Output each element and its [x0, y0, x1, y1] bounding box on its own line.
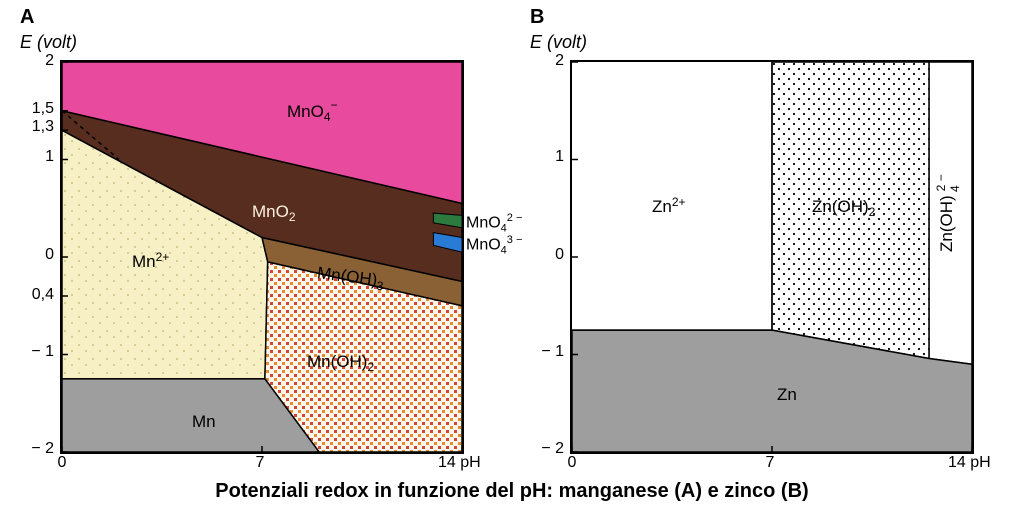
x-axis-unit-b: pH: [970, 454, 990, 471]
plot-a-svg: MnO4− MnO2 Mn(OH)3 Mn2+ Mn(OH)2 Mn: [62, 62, 462, 452]
panel-b-yaxis-title: E (volt): [530, 32, 587, 53]
panel-b-label: B: [530, 6, 544, 29]
xtick-a-7: 7: [252, 454, 268, 472]
label-mnoh2: Mn(OH)2: [307, 352, 374, 374]
ytick-a-1.3: 1,3: [18, 118, 54, 136]
axis-title-text: E (volt): [20, 32, 77, 52]
panel-a-label: A: [20, 6, 34, 29]
label-mn: Mn: [192, 412, 216, 431]
ytick-b-1: 1: [532, 148, 564, 166]
plot-b: Zn2+ Zn(OH)2 Zn Zn(OH) 42 −: [570, 60, 974, 454]
ytick-a--1: − 1: [18, 343, 54, 361]
ytick-a--2: − 2: [18, 440, 54, 458]
label-zn: Zn: [777, 385, 797, 404]
xtick-a-14: 14 pH: [438, 454, 498, 472]
ytick-a-2: 2: [22, 52, 54, 70]
figure-caption: Potenziali redox in funzione del pH: man…: [0, 480, 1024, 503]
panel-a-yaxis-title: E (volt): [20, 32, 77, 53]
ytick-b--1: − 1: [528, 343, 564, 361]
ytick-b-2: 2: [532, 52, 564, 70]
xtick-b-14: 14 pH: [948, 454, 1008, 472]
page-root: A E (volt) B E (volt): [0, 0, 1024, 517]
x-axis-unit: pH: [460, 454, 480, 471]
xtick-b-7: 7: [762, 454, 778, 472]
label-mno4minus: MnO4−: [287, 98, 338, 124]
ytick-b--2: − 2: [528, 440, 564, 458]
plot-b-svg: Zn2+ Zn(OH)2 Zn Zn(OH) 42 −: [572, 62, 972, 452]
xtick-a-0: 0: [54, 454, 70, 472]
label-zn2plus: Zn2+: [652, 195, 686, 216]
plot-a: MnO4− MnO2 Mn(OH)3 Mn2+ Mn(OH)2 Mn: [60, 60, 464, 454]
side-label-mno4-3: MnO43 −: [466, 234, 522, 257]
ytick-a-0: 0: [22, 246, 54, 264]
xtick-b-0: 0: [564, 454, 580, 472]
ytick-a-1: 1: [22, 148, 54, 166]
ytick-a-1.5: 1,5: [18, 100, 54, 118]
label-znoh2: Zn(OH)2: [812, 197, 876, 219]
ytick-b-0: 0: [532, 246, 564, 264]
ytick-a-0.4: 0,4: [18, 286, 54, 304]
axis-title-text: E (volt): [530, 32, 587, 52]
side-label-mno4-2: MnO42 −: [466, 212, 522, 235]
